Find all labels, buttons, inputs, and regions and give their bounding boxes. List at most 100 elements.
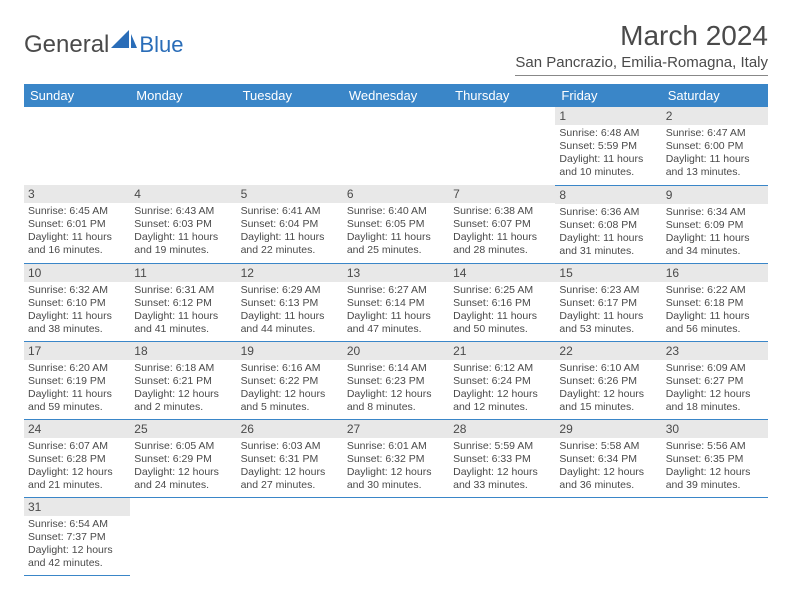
day-info: Sunrise: 6:03 AMSunset: 6:31 PMDaylight:…	[237, 438, 343, 495]
day-info: Sunrise: 6:40 AMSunset: 6:05 PMDaylight:…	[343, 203, 449, 260]
calendar-day-cell: 9Sunrise: 6:34 AMSunset: 6:09 PMDaylight…	[662, 185, 768, 263]
day-number: 27	[343, 420, 449, 438]
day-info: Sunrise: 6:27 AMSunset: 6:14 PMDaylight:…	[343, 282, 449, 339]
day-info: Sunrise: 6:25 AMSunset: 6:16 PMDaylight:…	[449, 282, 555, 339]
day-number: 11	[130, 264, 236, 282]
calendar-day-cell: 31Sunrise: 6:54 AMSunset: 7:37 PMDayligh…	[24, 497, 130, 575]
weekday-header: Wednesday	[343, 84, 449, 107]
calendar-week-row: 1Sunrise: 6:48 AMSunset: 5:59 PMDaylight…	[24, 107, 768, 185]
calendar-day-cell: 1Sunrise: 6:48 AMSunset: 5:59 PMDaylight…	[555, 107, 661, 185]
calendar-week-row: 31Sunrise: 6:54 AMSunset: 7:37 PMDayligh…	[24, 497, 768, 575]
weekday-header: Saturday	[662, 84, 768, 107]
day-info: Sunrise: 6:23 AMSunset: 6:17 PMDaylight:…	[555, 282, 661, 339]
calendar-day-cell: 13Sunrise: 6:27 AMSunset: 6:14 PMDayligh…	[343, 263, 449, 341]
day-info: Sunrise: 5:58 AMSunset: 6:34 PMDaylight:…	[555, 438, 661, 495]
day-number: 9	[662, 186, 768, 204]
calendar-day-cell: 29Sunrise: 5:58 AMSunset: 6:34 PMDayligh…	[555, 419, 661, 497]
day-info: Sunrise: 6:47 AMSunset: 6:00 PMDaylight:…	[662, 125, 768, 182]
day-number: 5	[237, 185, 343, 203]
day-number: 18	[130, 342, 236, 360]
calendar-week-row: 10Sunrise: 6:32 AMSunset: 6:10 PMDayligh…	[24, 263, 768, 341]
day-number: 6	[343, 185, 449, 203]
weekday-header: Friday	[555, 84, 661, 107]
calendar-day-cell: 28Sunrise: 5:59 AMSunset: 6:33 PMDayligh…	[449, 419, 555, 497]
day-number: 25	[130, 420, 236, 438]
day-number: 4	[130, 185, 236, 203]
day-info: Sunrise: 6:14 AMSunset: 6:23 PMDaylight:…	[343, 360, 449, 417]
calendar-head: SundayMondayTuesdayWednesdayThursdayFrid…	[24, 84, 768, 107]
calendar-empty-cell	[130, 497, 236, 575]
calendar-table: SundayMondayTuesdayWednesdayThursdayFrid…	[24, 84, 768, 576]
calendar-week-row: 17Sunrise: 6:20 AMSunset: 6:19 PMDayligh…	[24, 341, 768, 419]
calendar-day-cell: 18Sunrise: 6:18 AMSunset: 6:21 PMDayligh…	[130, 341, 236, 419]
day-number: 22	[555, 342, 661, 360]
day-info: Sunrise: 6:10 AMSunset: 6:26 PMDaylight:…	[555, 360, 661, 417]
calendar-day-cell: 15Sunrise: 6:23 AMSunset: 6:17 PMDayligh…	[555, 263, 661, 341]
day-info: Sunrise: 6:32 AMSunset: 6:10 PMDaylight:…	[24, 282, 130, 339]
day-number: 21	[449, 342, 555, 360]
day-info: Sunrise: 6:48 AMSunset: 5:59 PMDaylight:…	[555, 125, 661, 182]
day-info: Sunrise: 6:41 AMSunset: 6:04 PMDaylight:…	[237, 203, 343, 260]
day-number: 31	[24, 498, 130, 516]
day-number: 8	[555, 186, 661, 204]
calendar-body: 1Sunrise: 6:48 AMSunset: 5:59 PMDaylight…	[24, 107, 768, 575]
day-number: 26	[237, 420, 343, 438]
day-number: 12	[237, 264, 343, 282]
calendar-day-cell: 3Sunrise: 6:45 AMSunset: 6:01 PMDaylight…	[24, 185, 130, 263]
day-info: Sunrise: 5:56 AMSunset: 6:35 PMDaylight:…	[662, 438, 768, 495]
location-subtitle: San Pancrazio, Emilia-Romagna, Italy	[515, 54, 768, 76]
day-number: 17	[24, 342, 130, 360]
day-number: 24	[24, 420, 130, 438]
calendar-day-cell: 23Sunrise: 6:09 AMSunset: 6:27 PMDayligh…	[662, 341, 768, 419]
calendar-empty-cell	[237, 107, 343, 185]
day-info: Sunrise: 6:38 AMSunset: 6:07 PMDaylight:…	[449, 203, 555, 260]
day-info: Sunrise: 6:22 AMSunset: 6:18 PMDaylight:…	[662, 282, 768, 339]
day-number: 16	[662, 264, 768, 282]
calendar-day-cell: 7Sunrise: 6:38 AMSunset: 6:07 PMDaylight…	[449, 185, 555, 263]
day-info: Sunrise: 6:36 AMSunset: 6:08 PMDaylight:…	[555, 204, 661, 261]
calendar-day-cell: 27Sunrise: 6:01 AMSunset: 6:32 PMDayligh…	[343, 419, 449, 497]
calendar-day-cell: 2Sunrise: 6:47 AMSunset: 6:00 PMDaylight…	[662, 107, 768, 185]
day-info: Sunrise: 6:01 AMSunset: 6:32 PMDaylight:…	[343, 438, 449, 495]
calendar-day-cell: 5Sunrise: 6:41 AMSunset: 6:04 PMDaylight…	[237, 185, 343, 263]
weekday-header: Thursday	[449, 84, 555, 107]
calendar-day-cell: 20Sunrise: 6:14 AMSunset: 6:23 PMDayligh…	[343, 341, 449, 419]
calendar-week-row: 24Sunrise: 6:07 AMSunset: 6:28 PMDayligh…	[24, 419, 768, 497]
brand-part2: Blue	[139, 32, 183, 58]
day-number: 10	[24, 264, 130, 282]
day-info: Sunrise: 6:29 AMSunset: 6:13 PMDaylight:…	[237, 282, 343, 339]
weekday-header: Sunday	[24, 84, 130, 107]
calendar-empty-cell	[237, 497, 343, 575]
calendar-day-cell: 11Sunrise: 6:31 AMSunset: 6:12 PMDayligh…	[130, 263, 236, 341]
brand-logo: General Blue	[24, 30, 183, 59]
calendar-day-cell: 25Sunrise: 6:05 AMSunset: 6:29 PMDayligh…	[130, 419, 236, 497]
day-number: 28	[449, 420, 555, 438]
sail-icon	[111, 30, 137, 57]
calendar-day-cell: 4Sunrise: 6:43 AMSunset: 6:03 PMDaylight…	[130, 185, 236, 263]
day-number: 14	[449, 264, 555, 282]
day-number: 15	[555, 264, 661, 282]
weekday-header: Tuesday	[237, 84, 343, 107]
day-info: Sunrise: 6:20 AMSunset: 6:19 PMDaylight:…	[24, 360, 130, 417]
day-info: Sunrise: 6:16 AMSunset: 6:22 PMDaylight:…	[237, 360, 343, 417]
day-info: Sunrise: 6:34 AMSunset: 6:09 PMDaylight:…	[662, 204, 768, 261]
calendar-empty-cell	[449, 107, 555, 185]
calendar-day-cell: 21Sunrise: 6:12 AMSunset: 6:24 PMDayligh…	[449, 341, 555, 419]
day-number: 29	[555, 420, 661, 438]
calendar-day-cell: 24Sunrise: 6:07 AMSunset: 6:28 PMDayligh…	[24, 419, 130, 497]
title-block: March 2024 San Pancrazio, Emilia-Romagna…	[515, 20, 768, 76]
weekday-header: Monday	[130, 84, 236, 107]
day-number: 2	[662, 107, 768, 125]
calendar-day-cell: 22Sunrise: 6:10 AMSunset: 6:26 PMDayligh…	[555, 341, 661, 419]
day-info: Sunrise: 6:05 AMSunset: 6:29 PMDaylight:…	[130, 438, 236, 495]
calendar-empty-cell	[130, 107, 236, 185]
calendar-day-cell: 6Sunrise: 6:40 AMSunset: 6:05 PMDaylight…	[343, 185, 449, 263]
calendar-empty-cell	[449, 497, 555, 575]
calendar-empty-cell	[662, 497, 768, 575]
day-number: 13	[343, 264, 449, 282]
header: General Blue March 2024 San Pancrazio, E…	[24, 20, 768, 76]
day-number: 7	[449, 185, 555, 203]
weekday-row: SundayMondayTuesdayWednesdayThursdayFrid…	[24, 84, 768, 107]
calendar-day-cell: 26Sunrise: 6:03 AMSunset: 6:31 PMDayligh…	[237, 419, 343, 497]
day-info: Sunrise: 6:18 AMSunset: 6:21 PMDaylight:…	[130, 360, 236, 417]
